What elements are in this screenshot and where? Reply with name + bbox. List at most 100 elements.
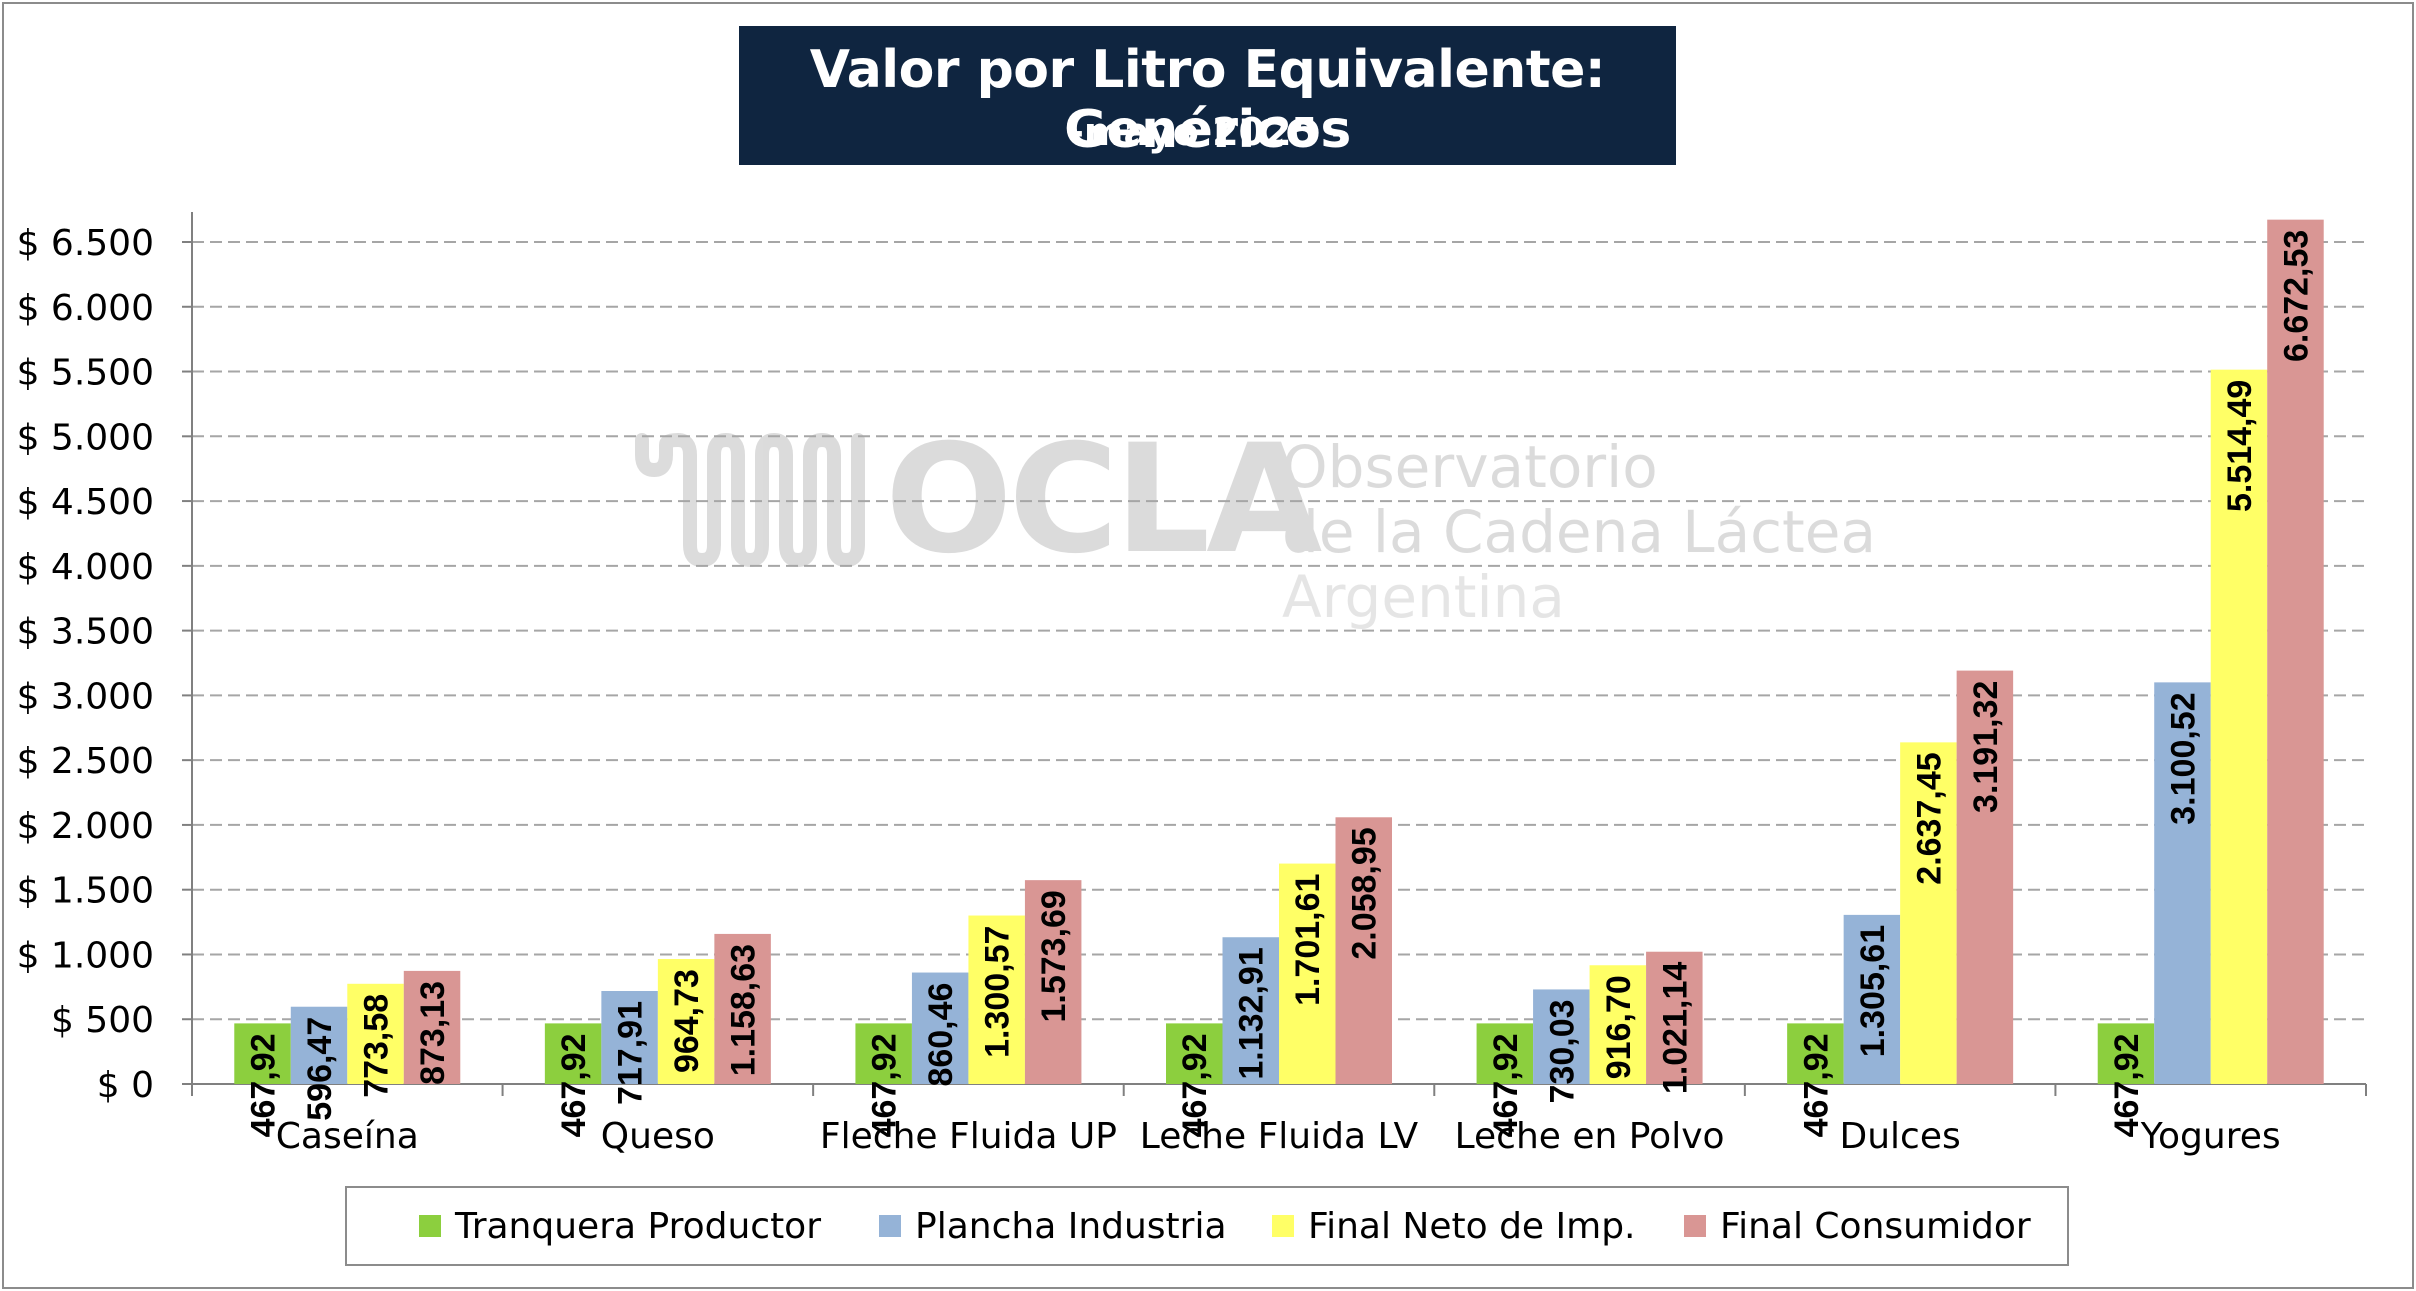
- bar: [347, 983, 404, 1084]
- data-label: 2.637,45: [1910, 752, 1948, 884]
- legend-item-final-neto: Final Neto de Imp.: [1272, 1188, 1636, 1264]
- data-label: 730,03: [1543, 999, 1581, 1103]
- data-label: 1.701,61: [1289, 874, 1327, 1006]
- bar: [290, 1006, 348, 1084]
- data-label: 1.021,14: [1656, 962, 1694, 1094]
- data-label: 2.058,95: [1346, 827, 1384, 959]
- bar: [1900, 742, 1957, 1084]
- y-tick-label: $ 5.000: [17, 417, 154, 458]
- data-label: 467,92: [1797, 1033, 1835, 1137]
- bar: [403, 970, 461, 1084]
- data-label: 1.300,57: [979, 926, 1017, 1058]
- legend: Tranquera Productor Plancha Industria Fi…: [345, 1186, 2069, 1266]
- x-category-label: Dulces: [1840, 1116, 1961, 1157]
- legend-swatch: [1684, 1215, 1706, 1237]
- legend-item-plancha-industria: Plancha Industria: [879, 1188, 1227, 1264]
- x-category-label: Queso: [601, 1116, 715, 1157]
- x-category-label: Leche en Polvo: [1455, 1116, 1725, 1157]
- bar: [1279, 863, 1336, 1084]
- bar: [1589, 965, 1647, 1084]
- y-tick-label: $ 5.500: [17, 353, 154, 394]
- data-label: 873,13: [414, 981, 452, 1085]
- data-label: 916,70: [1600, 975, 1638, 1079]
- bar: [2210, 369, 2268, 1084]
- bar: [657, 959, 715, 1084]
- y-tick-label: $ 500: [51, 1000, 154, 1041]
- bar: [1222, 937, 1279, 1084]
- bar: [1476, 1023, 1534, 1084]
- bar: [1335, 817, 1392, 1084]
- bar: [2154, 682, 2211, 1084]
- bar: [544, 1023, 602, 1084]
- bar: [2097, 1023, 2155, 1084]
- ocla-wave-icon: [635, 433, 865, 567]
- y-tick-label: $ 6.500: [17, 223, 154, 264]
- x-category-label: Yogures: [2140, 1116, 2281, 1157]
- y-tick-label: $ 2.500: [17, 741, 154, 782]
- data-label: 467,92: [245, 1033, 283, 1137]
- y-tick-label: $ 2.000: [17, 806, 154, 847]
- y-tick-label: $ 4.500: [17, 482, 154, 523]
- data-label: 1.158,63: [725, 944, 763, 1076]
- legend-item-final-consumidor: Final Consumidor: [1684, 1188, 2031, 1264]
- bar: [968, 915, 1025, 1084]
- bar: [601, 991, 658, 1084]
- y-tick-label: $ 1.000: [17, 935, 154, 976]
- bar: [2267, 219, 2324, 1084]
- ocla-logo-text: OCLA: [885, 413, 1322, 587]
- bar: [1533, 989, 1590, 1084]
- data-label: 467,92: [1487, 1033, 1525, 1137]
- data-label: 467,92: [555, 1033, 593, 1137]
- bar: [1956, 670, 2014, 1084]
- legend-swatch: [419, 1215, 441, 1237]
- y-tick-label: $ 0: [97, 1065, 154, 1106]
- data-label: 467,92: [866, 1033, 904, 1137]
- data-label: 964,73: [668, 969, 706, 1073]
- x-category-label: Caseína: [276, 1116, 419, 1157]
- data-label: 3.100,52: [2164, 692, 2202, 824]
- data-label: 773,58: [358, 994, 396, 1098]
- data-label: 467,92: [2108, 1033, 2146, 1137]
- ocla-line2: de la Cadena Láctea: [1282, 498, 1876, 566]
- data-label: 1.573,69: [1035, 890, 1073, 1022]
- chart-subtitle: -mayo 2025 -: [1068, 110, 1347, 154]
- x-category-label: Fleche Fluida UP: [820, 1116, 1117, 1157]
- bar: [1024, 880, 1082, 1084]
- data-label: 467,92: [1176, 1033, 1214, 1137]
- data-label: 6.672,53: [2277, 230, 2315, 362]
- legend-item-tranquera-productor: Tranquera Productor: [419, 1188, 821, 1264]
- bar: [1646, 951, 1703, 1084]
- x-category-label: Leche Fluida LV: [1140, 1116, 1419, 1157]
- bar: [1787, 1023, 1844, 1084]
- legend-swatch: [879, 1215, 901, 1237]
- y-tick-label: $ 3.000: [17, 676, 154, 717]
- legend-label: Plancha Industria: [915, 1205, 1227, 1247]
- bar: [714, 933, 771, 1084]
- y-tick-label: $ 4.000: [17, 547, 154, 588]
- legend-label: Tranquera Productor: [455, 1205, 822, 1247]
- legend-label: Final Neto de Imp.: [1308, 1205, 1636, 1247]
- data-label: 5.514,49: [2221, 380, 2259, 512]
- title-box: Valor por Litro Equivalente: Genéricos -…: [739, 26, 1676, 165]
- data-label: 717,91: [612, 1001, 650, 1105]
- y-tick-label: $ 3.500: [17, 612, 154, 653]
- data-label: 1.305,61: [1854, 925, 1892, 1057]
- chart-title: Valor por Litro Equivalente: Genéricos: [809, 40, 1606, 160]
- bar: [1843, 914, 1901, 1084]
- data-label: 1.132,91: [1233, 947, 1271, 1079]
- bar: [1166, 1023, 1223, 1084]
- ocla-line3: Argentina: [1282, 563, 1565, 631]
- data-label: 860,46: [922, 983, 960, 1087]
- bar: [911, 972, 969, 1084]
- plot-area: $ 0 $ 500 $ 1.000 $ 1.500 $ 2.000 $ 2.500 $ 3.…: [17, 212, 2367, 1157]
- y-tick-label: $ 6.000: [17, 288, 154, 329]
- bar: [234, 1023, 291, 1084]
- data-label: 596,47: [301, 1017, 339, 1121]
- data-label: 3.191,32: [1967, 681, 2005, 813]
- y-tick-label: $ 1.500: [17, 871, 154, 912]
- ocla-line1: Observatorio: [1282, 433, 1658, 501]
- legend-label: Final Consumidor: [1720, 1205, 2031, 1247]
- bar: [855, 1023, 912, 1084]
